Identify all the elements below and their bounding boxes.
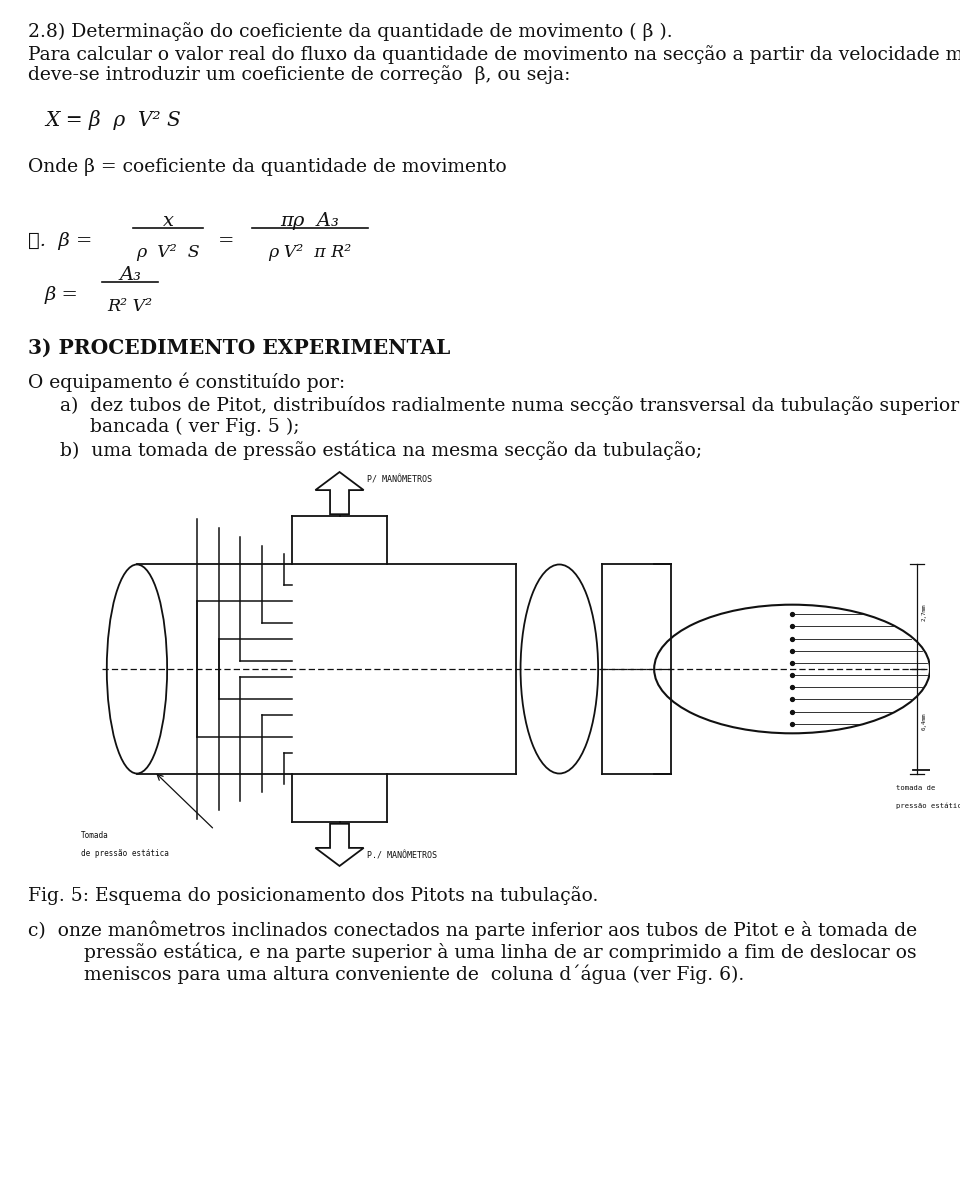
Polygon shape [316,472,364,514]
Text: tomada de: tomada de [896,784,935,790]
Text: P/ MANÔMETROS: P/ MANÔMETROS [367,476,432,485]
Text: pressão estática: pressão estática [896,802,960,808]
Text: ρ  V²  S: ρ V² S [136,244,200,261]
Text: A₃: A₃ [119,266,141,284]
Text: Onde β = coeficiente da quantidade de movimento: Onde β = coeficiente da quantidade de mo… [28,159,507,176]
Text: β =: β = [45,286,79,304]
Text: c)  onze manômetros inclinados conectados na parte inferior aos tubos de Pitot e: c) onze manômetros inclinados conectados… [28,920,917,939]
Text: deve-se introduzir um coeficiente de correção  β, ou seja:: deve-se introduzir um coeficiente de cor… [28,66,570,83]
Text: X = β  ρ  V² S: X = β ρ V² S [45,110,180,130]
Text: ∴.  β =: ∴. β = [28,232,92,250]
Text: a)  dez tubos de Pitot, distribuídos radialmente numa secção transversal da tubu: a) dez tubos de Pitot, distribuídos radi… [60,396,960,415]
Polygon shape [316,824,364,865]
Text: πρ  A₃: πρ A₃ [280,212,340,230]
Text: x: x [162,212,174,230]
Text: 6,4mm: 6,4mm [922,713,926,730]
Text: ρ V²  π R²: ρ V² π R² [269,244,351,261]
Text: b)  uma tomada de pressão estática na mesma secção da tubulação;: b) uma tomada de pressão estática na mes… [60,440,702,459]
Text: Tomada: Tomada [81,831,108,840]
Text: =: = [218,232,234,250]
Text: meniscos para uma altura conveniente de  coluna d´água (ver Fig. 6).: meniscos para uma altura conveniente de … [60,964,744,983]
Text: pressão estática, e na parte superior à uma linha de ar comprimido a fim de desl: pressão estática, e na parte superior à … [60,942,917,962]
Text: de pressão estática: de pressão estática [81,849,169,858]
Text: 2,7mm: 2,7mm [922,604,926,621]
Text: O equipamento é constituído por:: O equipamento é constituído por: [28,372,346,391]
Text: 3) PROCEDIMENTO EXPERIMENTAL: 3) PROCEDIMENTO EXPERIMENTAL [28,339,450,358]
Text: P./ MANÔMETROS: P./ MANÔMETROS [367,851,437,861]
Text: Fig. 5: Esquema do posicionamento dos Pitots na tubulação.: Fig. 5: Esquema do posicionamento dos Pi… [28,886,598,905]
Text: 2.8) Determinação do coeficiente da quantidade de movimento ( β ).: 2.8) Determinação do coeficiente da quan… [28,21,673,41]
Text: R² V²: R² V² [108,298,153,315]
Text: bancada ( ver Fig. 5 );: bancada ( ver Fig. 5 ); [60,418,300,436]
Text: Para calcular o valor real do fluxo da quantidade de movimento na secção a parti: Para calcular o valor real do fluxo da q… [28,44,960,63]
